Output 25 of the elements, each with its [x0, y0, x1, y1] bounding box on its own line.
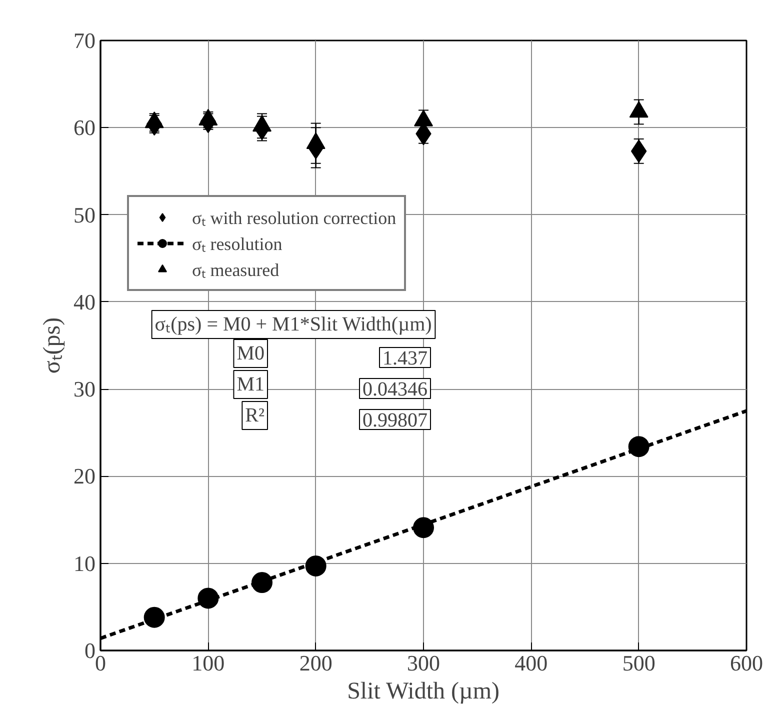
x-tick-label: 400 [514, 650, 548, 676]
y-tick-label: 60 [74, 115, 96, 140]
annotation: R² [245, 404, 265, 426]
legend-label: σₜ measured [192, 259, 280, 281]
x-tick-label: 300 [407, 650, 440, 676]
annotation: 0.99807 [362, 410, 428, 432]
legend-label: σₜ with resolution correction [192, 207, 396, 229]
y-tick-label: 70 [74, 28, 96, 53]
x-tick-label: 200 [299, 650, 332, 676]
x-tick-label: 600 [730, 650, 763, 676]
y-tick-label: 30 [74, 376, 96, 402]
x-axis-title: Slit Width (µm) [347, 678, 500, 704]
annotation: σₜ(ps) = M0 + M1*Slit Width(µm) [154, 314, 432, 336]
y-tick-label: 40 [74, 289, 96, 314]
annotation: M1 [236, 374, 265, 396]
annotation: 0.04346 [362, 378, 428, 400]
x-tick-label: 100 [192, 650, 225, 676]
annotation: 1.437 [382, 348, 428, 370]
y-tick-label: 50 [74, 202, 96, 228]
x-tick-label: 500 [622, 650, 656, 676]
y-axis-title: σₜ(ps) [40, 317, 66, 374]
y-tick-label: 10 [74, 550, 96, 576]
y-tick-label: 20 [74, 464, 96, 489]
legend-label: σₜ resolution [192, 233, 282, 255]
annotation: M0 [236, 342, 265, 364]
